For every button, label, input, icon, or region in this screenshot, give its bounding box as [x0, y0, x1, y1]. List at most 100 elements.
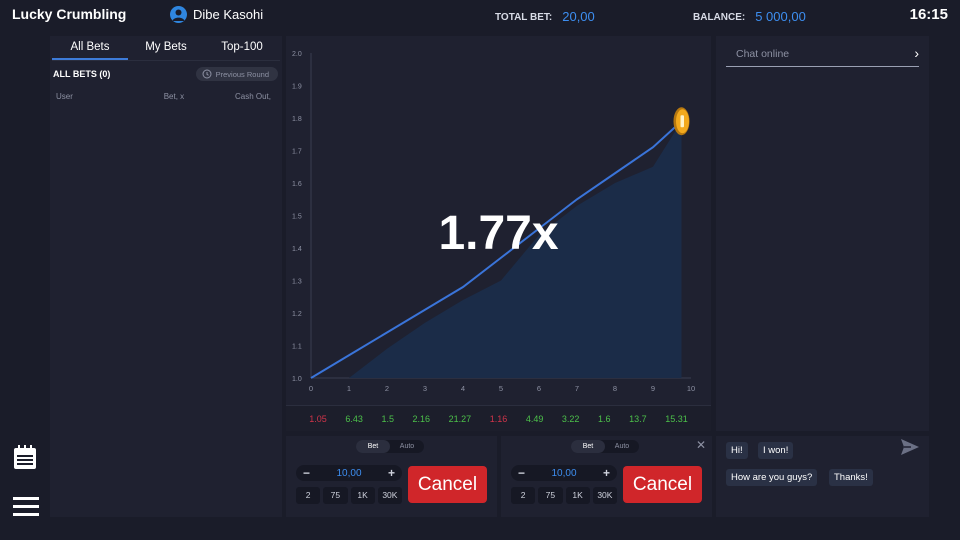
y-tick-label: 1.2 — [292, 311, 302, 318]
y-tick-label: 1.8 — [292, 116, 302, 123]
x-tick-label: 5 — [499, 384, 503, 393]
quick-amount-button[interactable]: 2 — [296, 487, 321, 504]
y-tick-label: 1.7 — [292, 149, 302, 156]
cancel-button[interactable]: Cancel — [623, 466, 702, 503]
quick-amounts: 2 75 1K 30K — [296, 487, 402, 504]
y-tick-label: 1.9 — [292, 84, 302, 91]
close-icon[interactable]: ✕ — [695, 438, 706, 452]
app-title: Lucky Crumbling — [12, 6, 127, 22]
game-chart-panel: 1.0 1.1 1.2 1.3 1.4 1.5 1.6 1.7 1.8 1.9 2.0 0 1 2 3 4 5 6… — [286, 36, 711, 431]
x-tick-label: 8 — [613, 384, 617, 393]
chart-area — [349, 121, 682, 378]
mode-auto-tab[interactable]: Auto — [399, 443, 415, 450]
x-tick-label: 7 — [575, 384, 579, 393]
quick-amount-button[interactable]: 75 — [538, 487, 563, 504]
tab-all-bets[interactable]: All Bets — [52, 36, 128, 60]
bet-amount-input[interactable]: 10,00 — [336, 467, 362, 479]
column-cash-out: Cash Out, — [234, 92, 271, 101]
bets-tabs: All Bets My Bets Top-100 — [52, 36, 280, 60]
y-tick-label: 1.5 — [292, 214, 302, 221]
quick-message-chip[interactable]: How are you guys? — [726, 469, 818, 486]
bet-amount-input[interactable]: 10,00 — [551, 467, 577, 479]
increase-button[interactable]: + — [387, 466, 395, 480]
all-bets-count: ALL BETS (0) — [53, 69, 111, 79]
balance: BALANCE: 5 000,00 — [693, 8, 806, 24]
quick-message-chip[interactable]: Thanks! — [829, 469, 873, 486]
x-tick-label: 4 — [461, 384, 465, 393]
history-multiplier: 2.16 — [412, 413, 431, 424]
calendar-icon[interactable] — [13, 444, 37, 475]
x-tick-label: 2 — [385, 384, 389, 393]
total-bet-value: 20,00 — [562, 9, 595, 24]
chat-quick-messages: Hi! I won! How are you guys? Thanks! — [716, 436, 929, 517]
history-icon — [202, 69, 212, 79]
user-name: Dibe Kasohi — [193, 7, 264, 22]
quick-amount-button[interactable]: 30K — [592, 487, 617, 504]
history-multiplier: 13.7 — [629, 413, 647, 424]
chat-title-divider — [726, 66, 919, 67]
all-bets-header: ALL BETS (0) Previous Round — [50, 61, 282, 83]
y-tick-label: 2.0 — [292, 51, 302, 58]
history-multiplier: 21.27 — [448, 413, 472, 424]
column-user: User — [56, 92, 73, 101]
x-tick-label: 1 — [347, 384, 351, 393]
quick-amount-button[interactable]: 1K — [565, 487, 590, 504]
cancel-button[interactable]: Cancel — [408, 466, 487, 503]
multiplier-display: 1.77x — [438, 207, 559, 260]
mode-bet-tab[interactable]: Bet — [571, 440, 605, 453]
decrease-button[interactable]: − — [518, 466, 526, 480]
round-history: 1.05 6.43 1.5 2.16 21.27 1.16 4.49 3.22 1.6 13.7 1… — [286, 405, 711, 431]
mode-toggle[interactable]: Bet Auto — [571, 440, 639, 453]
increase-button[interactable]: + — [602, 466, 610, 480]
bets-columns: User Bet, x Cash Out, — [50, 83, 282, 101]
balance-value: 5 000,00 — [755, 9, 806, 24]
column-bet: Bet, x — [163, 92, 185, 101]
chevron-right-icon[interactable]: › — [914, 45, 919, 61]
mode-bet-tab[interactable]: Bet — [356, 440, 390, 453]
mode-auto-tab[interactable]: Auto — [614, 443, 630, 450]
history-multiplier: 1.6 — [598, 413, 611, 424]
history-multiplier: 6.43 — [345, 413, 363, 424]
user-icon — [170, 6, 187, 23]
history-multiplier: 1.5 — [381, 413, 394, 424]
total-bet: TOTAL BET: 20,00 — [495, 8, 595, 24]
multiplier-chart: 1.0 1.1 1.2 1.3 1.4 1.5 1.6 1.7 1.8 1.9 2.0 0 1 2 3 4 5 6… — [292, 51, 695, 393]
send-icon[interactable] — [900, 438, 920, 461]
balance-label: BALANCE: — [693, 12, 746, 23]
bet-amount-stepper: − 10,00 + — [296, 465, 402, 481]
history-multiplier: 15.31 — [665, 413, 688, 424]
quick-amount-button[interactable]: 2 — [511, 487, 536, 504]
quick-amount-button[interactable]: 75 — [323, 487, 348, 504]
bet-panel-2: Bet Auto ✕ − 10,00 + 2 75 1K 30K Cancel — [501, 436, 712, 517]
y-tick-label: 1.6 — [292, 181, 302, 188]
y-tick-label: 1.4 — [292, 246, 302, 253]
history-multiplier: 4.49 — [525, 413, 544, 424]
y-tick-label: 1.0 — [292, 376, 302, 383]
top-bar: Lucky Crumbling Dibe Kasohi TOTAL BET: 20… — [0, 0, 960, 30]
quick-amounts: 2 75 1K 30K — [511, 487, 617, 504]
mode-toggle[interactable]: Bet Auto — [356, 440, 424, 453]
quick-amount-button[interactable]: 30K — [377, 487, 402, 504]
x-tick-label: 3 — [423, 384, 427, 393]
history-multiplier: 1.16 — [489, 413, 508, 424]
bet-amount-stepper: − 10,00 + — [511, 465, 617, 481]
menu-icon[interactable] — [13, 496, 39, 523]
tab-top-100[interactable]: Top-100 — [221, 41, 263, 53]
user-profile[interactable]: Dibe Kasohi — [170, 6, 263, 23]
y-tick-label: 1.1 — [292, 344, 302, 351]
x-tick-label: 6 — [537, 384, 541, 393]
quick-amount-button[interactable]: 1K — [350, 487, 375, 504]
x-tick-label: 0 — [309, 384, 313, 393]
quick-message-chip[interactable]: Hi! — [726, 442, 748, 459]
decrease-button[interactable]: − — [303, 466, 311, 480]
previous-round-button[interactable]: Previous Round — [195, 67, 278, 81]
bet-panel-1: Bet Auto − 10,00 + 2 75 1K 30K Cancel — [286, 436, 497, 517]
quick-message-chip[interactable]: I won! — [758, 442, 794, 459]
chat-panel: Chat online › — [716, 36, 929, 431]
clock: 16:15 — [909, 6, 948, 23]
previous-round-label: Previous Round — [215, 69, 269, 79]
tabs-divider — [52, 60, 280, 61]
x-tick-label: 10 — [687, 384, 695, 393]
tab-my-bets[interactable]: My Bets — [145, 41, 187, 53]
bets-panel: All Bets My Bets Top-100 ALL BETS (0) Pr… — [50, 36, 282, 517]
